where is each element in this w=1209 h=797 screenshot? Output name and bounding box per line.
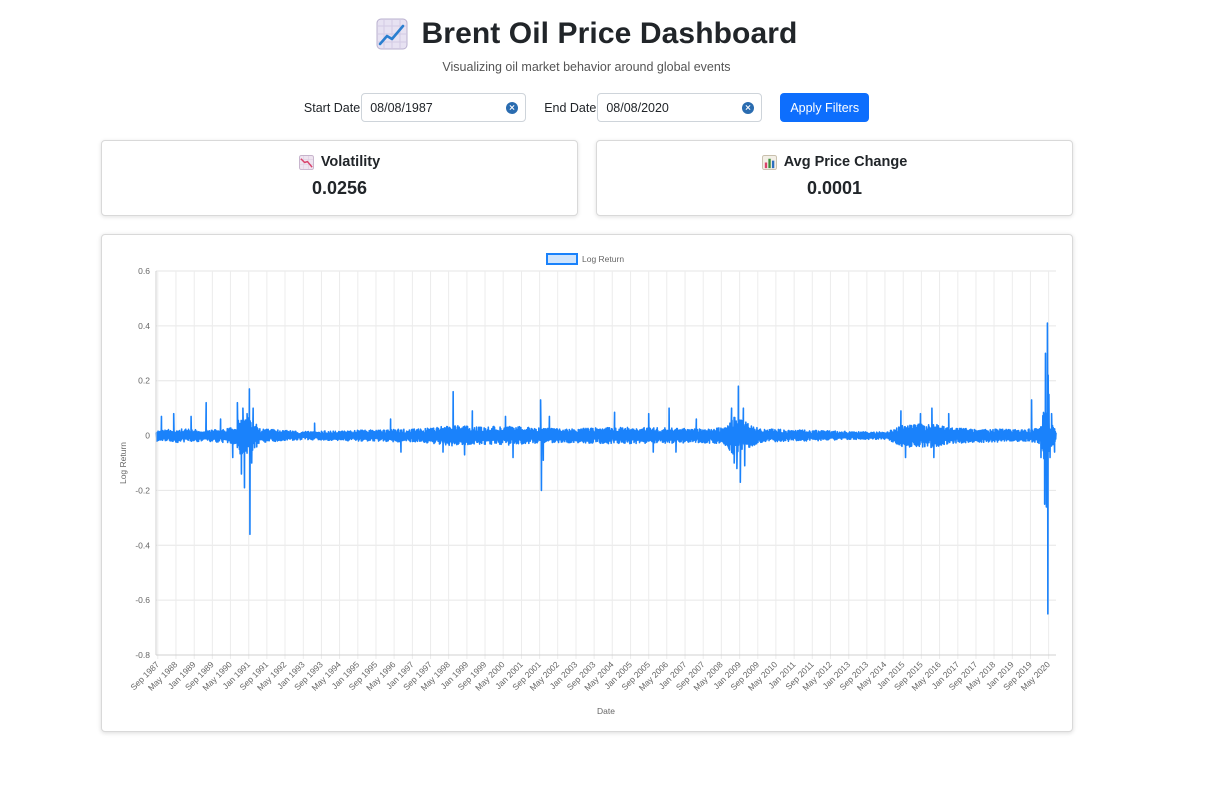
y-axis-title: Log Return: [118, 442, 128, 484]
start-date-input[interactable]: 08/08/1987: [361, 93, 527, 122]
header: Brent Oil Price Dashboard Visualizing oi…: [0, 14, 1173, 74]
volatility-card-header: Volatility: [102, 154, 577, 170]
y-tick-label: 0.2: [138, 376, 150, 386]
y-tick-label: -0.2: [135, 485, 150, 495]
series-log-return: [155, 322, 1057, 615]
chart-decreasing-icon: [298, 154, 314, 170]
y-tick-label: 0.6: [138, 266, 150, 276]
filter-bar: Start Date 08/08/1987 End Date 08/08/202…: [0, 93, 1173, 122]
chart-legend[interactable]: Log Return: [546, 253, 624, 265]
start-date-label: Start Date: [303, 100, 361, 115]
y-tick-label: -0.8: [135, 650, 150, 660]
series-line-log-return: [155, 322, 1057, 615]
title-row: Brent Oil Price Dashboard: [0, 14, 1173, 54]
apply-filters-button[interactable]: Apply Filters: [780, 93, 870, 122]
start-date-value: 08/08/1987: [370, 100, 433, 115]
x-axis-title: Date: [597, 706, 615, 716]
chart-grid: [156, 270, 1056, 659]
volatility-value: 0.0256: [311, 178, 368, 198]
legend-label-log-return[interactable]: Log Return: [582, 254, 624, 264]
legend-swatch-log-return[interactable]: [546, 253, 578, 265]
page-subtitle: Visualizing oil market behavior around g…: [442, 60, 731, 74]
page-title: Brent Oil Price Dashboard: [421, 17, 798, 50]
volatility-card: Volatility 0.0256: [101, 140, 578, 216]
clear-end-date-icon[interactable]: [742, 101, 755, 114]
y-tick-label: -0.6: [135, 595, 150, 605]
y-tick-label: 0: [145, 431, 150, 441]
chart-increasing-icon: [376, 18, 408, 50]
avg-price-change-card-header: Avg Price Change: [597, 154, 1072, 170]
volatility-label: Volatility: [320, 154, 381, 170]
avg-price-change-value: 0.0001: [806, 178, 863, 198]
y-tick-label: 0.4: [138, 321, 150, 331]
y-tick-label: -0.4: [135, 540, 150, 550]
end-date-label: End Date: [544, 100, 597, 115]
avg-price-change-card: Avg Price Change 0.0001: [596, 140, 1073, 216]
bar-chart-icon: [761, 154, 777, 170]
chart-card: -0.8 -0.6 -0.4 -0.2 0 0.2 0.4 0.6 Sep 1987 May 19…: [101, 234, 1073, 732]
end-date-input[interactable]: 08/08/2020: [597, 93, 763, 122]
clear-start-date-icon[interactable]: [506, 101, 519, 114]
avg-price-change-label: Avg Price Change: [783, 154, 908, 170]
end-date-value: 08/08/2020: [606, 100, 669, 115]
